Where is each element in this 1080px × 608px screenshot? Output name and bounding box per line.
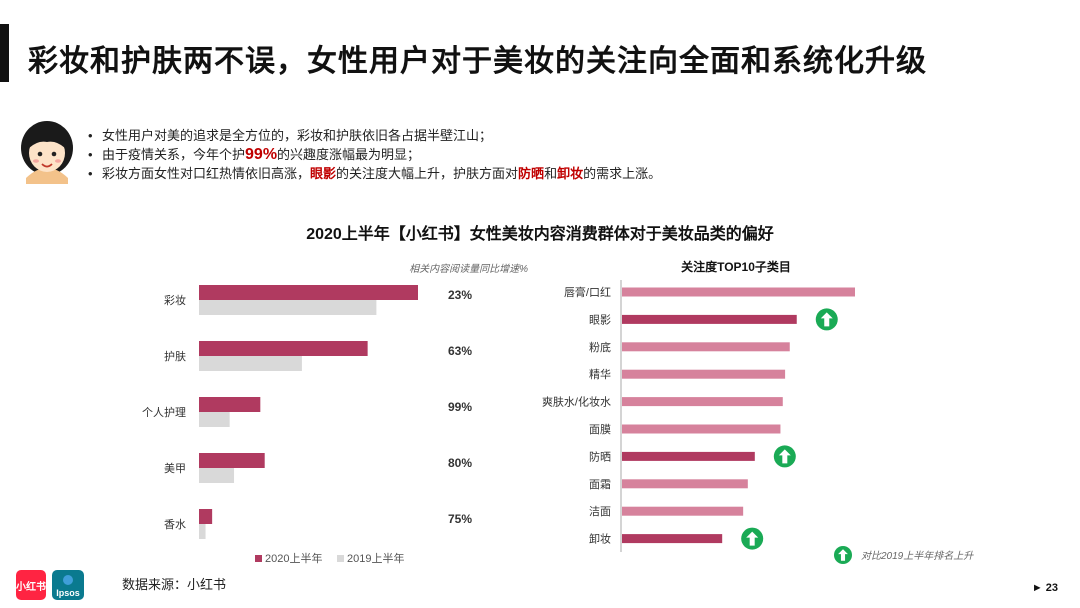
page-title: 彩妆和护肤两不误，女性用户对于美妆的关注向全面和系统化升级 [28, 45, 927, 78]
subcategory-label: 眼影 [589, 313, 611, 326]
subcategory-bar [622, 342, 790, 352]
bar-2019 [199, 412, 230, 427]
category-label: 个人护理 [142, 405, 186, 419]
growth-label: 63% [448, 344, 472, 358]
bar-2020 [199, 509, 213, 524]
title-accent-bar [0, 24, 9, 82]
subcategory-bar [622, 397, 783, 407]
subcategory-label: 精华 [589, 367, 611, 381]
legend-label-2020: 2020上半年 [265, 551, 322, 565]
bullet-2: 由于疫情关系，今年个护99%的兴趣度涨幅最为明显； [88, 145, 661, 164]
subcategory-label: 爽肤水/化妆水 [542, 395, 611, 409]
growth-annotation: 相关内容阅读量同比增速% [409, 263, 528, 275]
category-label: 香水 [164, 518, 186, 531]
top10-subcategory-chart: 关注度TOP10子类目唇膏/口红眼影粉底精华爽肤水/化妆水面膜防晒面霜洁面卸妆对… [542, 259, 974, 565]
growth-label: 23% [448, 288, 472, 302]
ranking-up-icon [815, 308, 838, 331]
bar-2019 [199, 468, 235, 483]
category-preference-chart: 相关内容阅读量同比增速% 彩妆 23% 护肤 63% 个人护理 99% 美甲 80% 香水 75% 2… [142, 263, 528, 565]
growth-label: 75% [448, 512, 472, 526]
category-label: 美甲 [164, 462, 186, 475]
subcategory-label: 粉底 [589, 340, 611, 354]
ranking-up-icon [833, 545, 853, 565]
girl-avatar-icon [21, 121, 73, 184]
subcategory-bar [622, 479, 748, 489]
bar-2019 [199, 524, 206, 539]
bullet-3: 彩妆方面女性对口红热情依旧高涨，眼影的关注度大幅上升，护肤方面对防晒和卸妆的需求… [88, 164, 661, 183]
subcategory-label: 面膜 [589, 423, 611, 436]
top10-title: 关注度TOP10子类目 [681, 259, 791, 274]
subcategory-bar [622, 424, 781, 434]
bar-2020 [199, 285, 418, 300]
category-label: 护肤 [164, 349, 186, 363]
ipsos-logo: Ipsos [52, 570, 84, 600]
highlight-eyeshadow: 眼影 [310, 166, 337, 181]
legend-swatch-2020 [255, 555, 262, 562]
legend-swatch-2019 [337, 555, 344, 562]
subcategory-bar [622, 287, 855, 297]
subcategory-bar [622, 534, 723, 544]
bar-2020 [199, 341, 368, 356]
chart-title: 2020上半年【小红书】女性美妆内容消费群体对于美妆品类的偏好 [306, 226, 774, 243]
rising-legend-note: 对比2019上半年排名上升 [861, 550, 974, 562]
bar-2019 [199, 356, 302, 371]
bar-2020 [199, 397, 261, 412]
page-number: ► 23 [1031, 582, 1058, 594]
subcategory-bar [622, 506, 744, 516]
subcategory-bar [622, 314, 797, 324]
bar-2019 [199, 300, 377, 315]
highlight-makeup-remover: 卸妆 [557, 166, 584, 181]
subcategory-label: 防晒 [589, 449, 611, 463]
bar-2020 [199, 453, 265, 468]
category-label: 彩妆 [164, 294, 186, 307]
subcategory-label: 洁面 [589, 505, 611, 518]
highlight-sunscreen: 防晒 [518, 166, 545, 181]
highlight-99: 99% [245, 146, 278, 163]
subcategory-bar [622, 451, 755, 461]
subcategory-label: 卸妆 [589, 532, 611, 546]
legend-label-2019: 2019上半年 [347, 551, 404, 565]
bullet-1: 女性用户对美的追求是全方位的，彩妆和护肤依旧各占据半壁江山； [88, 126, 661, 145]
ranking-up-icon [741, 527, 764, 550]
data-source: 数据来源：小红书 [122, 577, 227, 592]
subcategory-label: 唇膏/口红 [564, 285, 611, 299]
subcategory-bar [622, 369, 786, 379]
growth-label: 80% [448, 456, 472, 470]
summary-bullets: 女性用户对美的追求是全方位的，彩妆和护肤依旧各占据半壁江山； 由于疫情关系，今年… [88, 126, 661, 183]
xiaohongshu-logo: 小红书 [16, 570, 46, 600]
subcategory-label: 面霜 [589, 478, 611, 491]
ranking-up-icon [773, 445, 796, 468]
growth-label: 99% [448, 400, 472, 414]
